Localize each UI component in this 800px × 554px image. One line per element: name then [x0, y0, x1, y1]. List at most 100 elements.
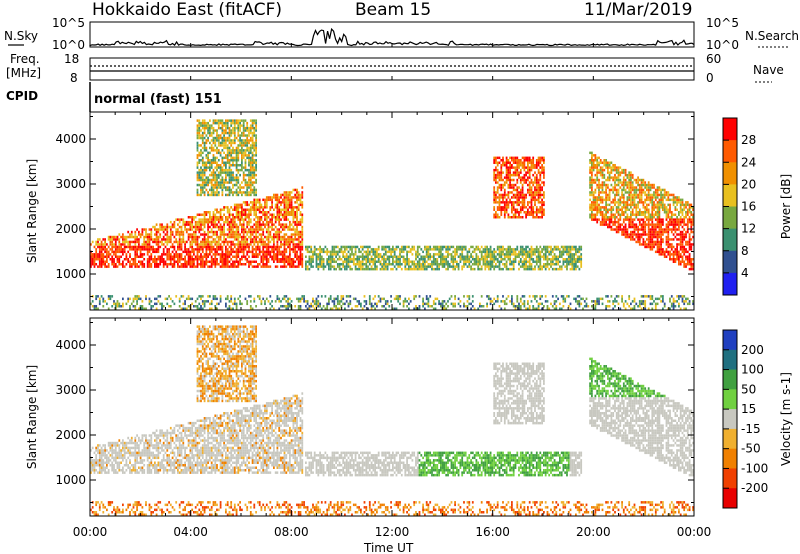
power-cell [306, 248, 309, 251]
power-cell [544, 248, 547, 251]
power-cell [198, 302, 201, 306]
power-cell [244, 235, 247, 239]
power-cell [351, 245, 353, 249]
power-cell [592, 203, 595, 207]
power-cell [143, 228, 146, 231]
power-cell [475, 258, 478, 261]
power-cell [109, 248, 112, 251]
power-cell [189, 243, 192, 246]
power-cell [354, 267, 357, 271]
power-cell [207, 253, 209, 256]
power-cell [461, 245, 464, 249]
power-cell [191, 216, 194, 219]
power-cell [374, 307, 376, 310]
power-cell [535, 166, 538, 169]
power-cell [374, 258, 376, 261]
power-cell [297, 265, 300, 268]
power-cell [242, 230, 245, 234]
power-cell [155, 243, 158, 246]
power-cell [287, 206, 289, 209]
power-cell [148, 233, 151, 236]
power-cell [274, 255, 277, 258]
power-cell [209, 178, 211, 182]
power-cell [228, 255, 231, 258]
power-cell [207, 230, 209, 234]
power-cell [347, 302, 350, 306]
power-cell [162, 230, 165, 234]
power-cell [289, 228, 291, 231]
power-cell [471, 300, 474, 303]
power-cell [143, 307, 146, 310]
power-cell [569, 302, 572, 306]
power-cell [500, 267, 503, 271]
power-cell [253, 235, 256, 239]
power-cell [157, 300, 160, 303]
power-cell [207, 178, 209, 182]
power-cell [271, 250, 273, 254]
power-cell [537, 307, 540, 310]
power-cell [253, 154, 256, 157]
power-cell [205, 258, 208, 261]
power-cell [289, 263, 291, 266]
power-cell [301, 186, 304, 189]
power-cell [285, 198, 288, 202]
power-cell [290, 213, 293, 216]
power-cell [143, 253, 146, 256]
power-cell [289, 245, 291, 249]
power-cell [333, 302, 336, 306]
power-cell [525, 267, 527, 271]
power-cell [226, 216, 229, 219]
power-cell [525, 263, 527, 266]
power-cell [280, 240, 282, 244]
power-cell [228, 159, 231, 162]
power-cell [129, 243, 131, 246]
power-cell [559, 307, 561, 310]
power-cell [212, 159, 215, 162]
power-cell [235, 126, 238, 130]
power-cell [225, 260, 227, 263]
power-cell [441, 248, 444, 251]
power-cell [146, 260, 149, 263]
power-cell [281, 193, 284, 197]
power-cell [511, 208, 513, 211]
power-cell [141, 307, 144, 310]
power-cell [226, 206, 229, 209]
power-cell [203, 149, 206, 152]
power-cell [395, 307, 398, 310]
power-cell [269, 235, 272, 239]
power-cell [241, 248, 243, 251]
power-cell [287, 297, 289, 301]
power-cell [232, 263, 234, 266]
power-cell [111, 295, 114, 298]
power-cell [221, 183, 224, 187]
power-cell [566, 295, 568, 298]
power-cell [210, 248, 213, 251]
power-cell [496, 176, 499, 179]
power-cell [139, 263, 142, 266]
power-cell [518, 166, 520, 169]
power-cell [248, 203, 250, 207]
power-cell [532, 267, 535, 271]
power-cell [152, 238, 154, 241]
power-cell [365, 300, 368, 303]
power-cell [203, 161, 206, 164]
power-cell [251, 154, 254, 157]
power-cell [242, 144, 245, 147]
power-cell [241, 228, 243, 231]
power-cell [571, 267, 574, 271]
power-cell [217, 124, 220, 127]
power-cell [496, 213, 499, 216]
power-cell [381, 305, 384, 308]
power-cell [296, 233, 298, 236]
power-cell [196, 248, 199, 251]
power-cell [395, 295, 398, 298]
power-cell [246, 144, 249, 147]
power-cell [155, 302, 158, 306]
power-cell [596, 201, 599, 204]
power-cell [550, 253, 552, 256]
power-cell [336, 307, 339, 310]
power-cell [178, 248, 181, 251]
power-cell [496, 171, 499, 174]
power-cell [555, 267, 558, 271]
power-cell [145, 243, 147, 246]
